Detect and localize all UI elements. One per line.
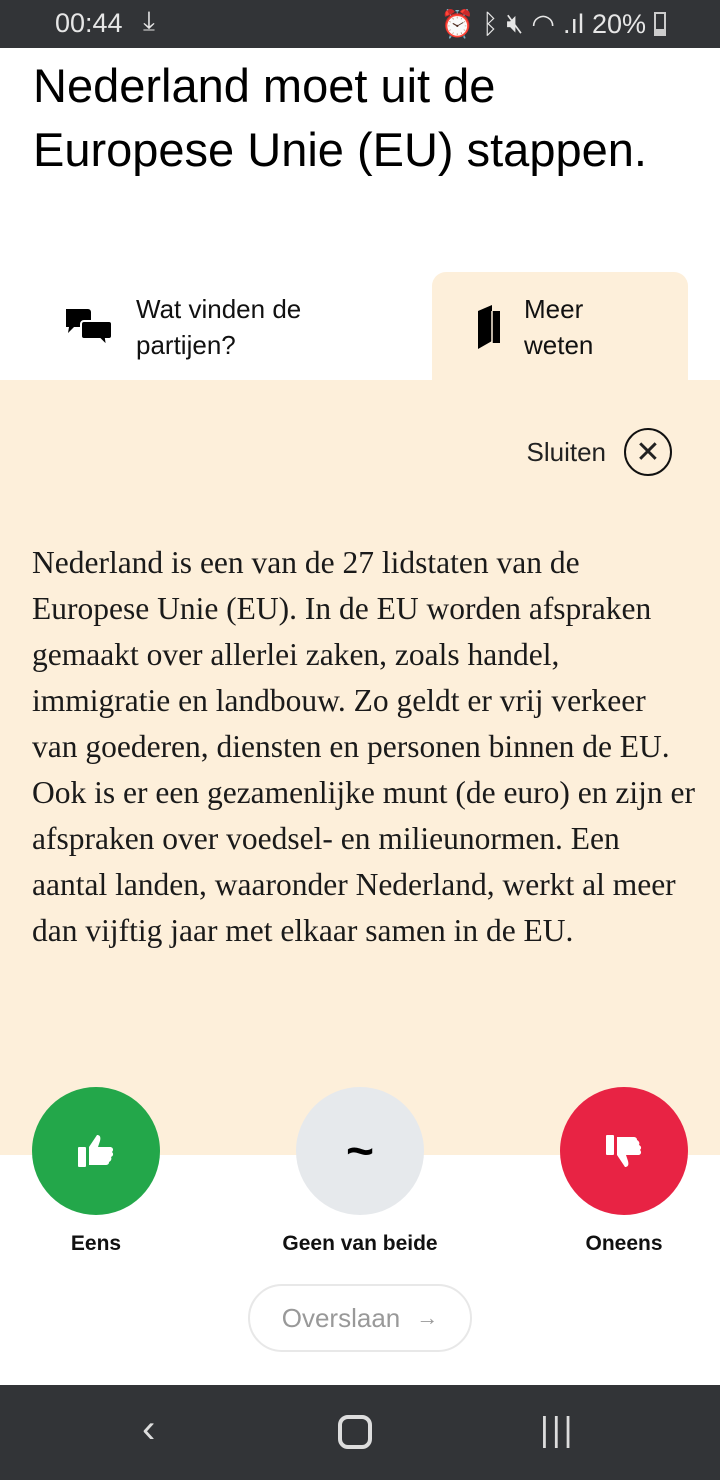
tab-more-info[interactable]: Meer weten (432, 272, 688, 382)
neutral-label: Geen van beide (282, 1232, 438, 1255)
status-time: 00:44 (55, 8, 123, 38)
signal-icon: .ıl (562, 8, 584, 39)
battery-percent: 20% (591, 8, 646, 39)
tab-label: Meer weten (524, 294, 594, 360)
info-panel: Sluiten ✕ Nederland is een van de 27 lid… (0, 380, 720, 1155)
back-icon[interactable]: ‹ (142, 1407, 156, 1451)
tab-parties[interactable]: Wat vinden de partijen? (64, 272, 336, 382)
tilde-icon: ~ (345, 1124, 375, 1178)
close-button[interactable]: Sluiten ✕ (526, 428, 672, 476)
skip-label: Overslaan (281, 1302, 401, 1333)
arrow-right-icon: → (416, 1305, 439, 1330)
disagree-label: Oneens (585, 1232, 663, 1255)
system-nav-bar: ‹ ||| (0, 1385, 720, 1480)
wifi-icon: ◠ (531, 8, 555, 39)
close-icon: ✕ (624, 428, 672, 476)
home-icon[interactable] (338, 1415, 372, 1449)
agree-button[interactable] (32, 1087, 160, 1215)
recent-apps-icon[interactable]: ||| (540, 1411, 576, 1449)
close-label: Sluiten (526, 436, 607, 467)
info-text: Nederland is een van de 27 lidstaten van… (32, 545, 695, 948)
statement-title: Nederland moet uit de Europese Unie (EU)… (33, 59, 647, 176)
alarm-icon: ⏰ (440, 9, 475, 39)
status-bar: 00:44 ⤓ ⏰ ᛒ 🔇︎ ◠ .ıl 20% (0, 0, 720, 48)
download-icon: ⤓ (143, 6, 155, 36)
mute-icon: 🔇︎ (506, 8, 524, 38)
disagree-button[interactable] (560, 1087, 688, 1215)
agree-label: Eens (70, 1232, 122, 1255)
skip-button[interactable]: Overslaan → (248, 1284, 472, 1352)
tab-label: Wat vinden de partijen? (136, 294, 302, 360)
bluetooth-icon: ᛒ (482, 8, 499, 39)
thumbs-up-icon (78, 1135, 114, 1167)
book-icon (478, 305, 500, 349)
speech-bubbles-icon (66, 309, 113, 347)
thumbs-down-icon (606, 1135, 642, 1167)
battery-icon (654, 12, 666, 36)
neutral-button[interactable]: ~ (296, 1087, 424, 1215)
